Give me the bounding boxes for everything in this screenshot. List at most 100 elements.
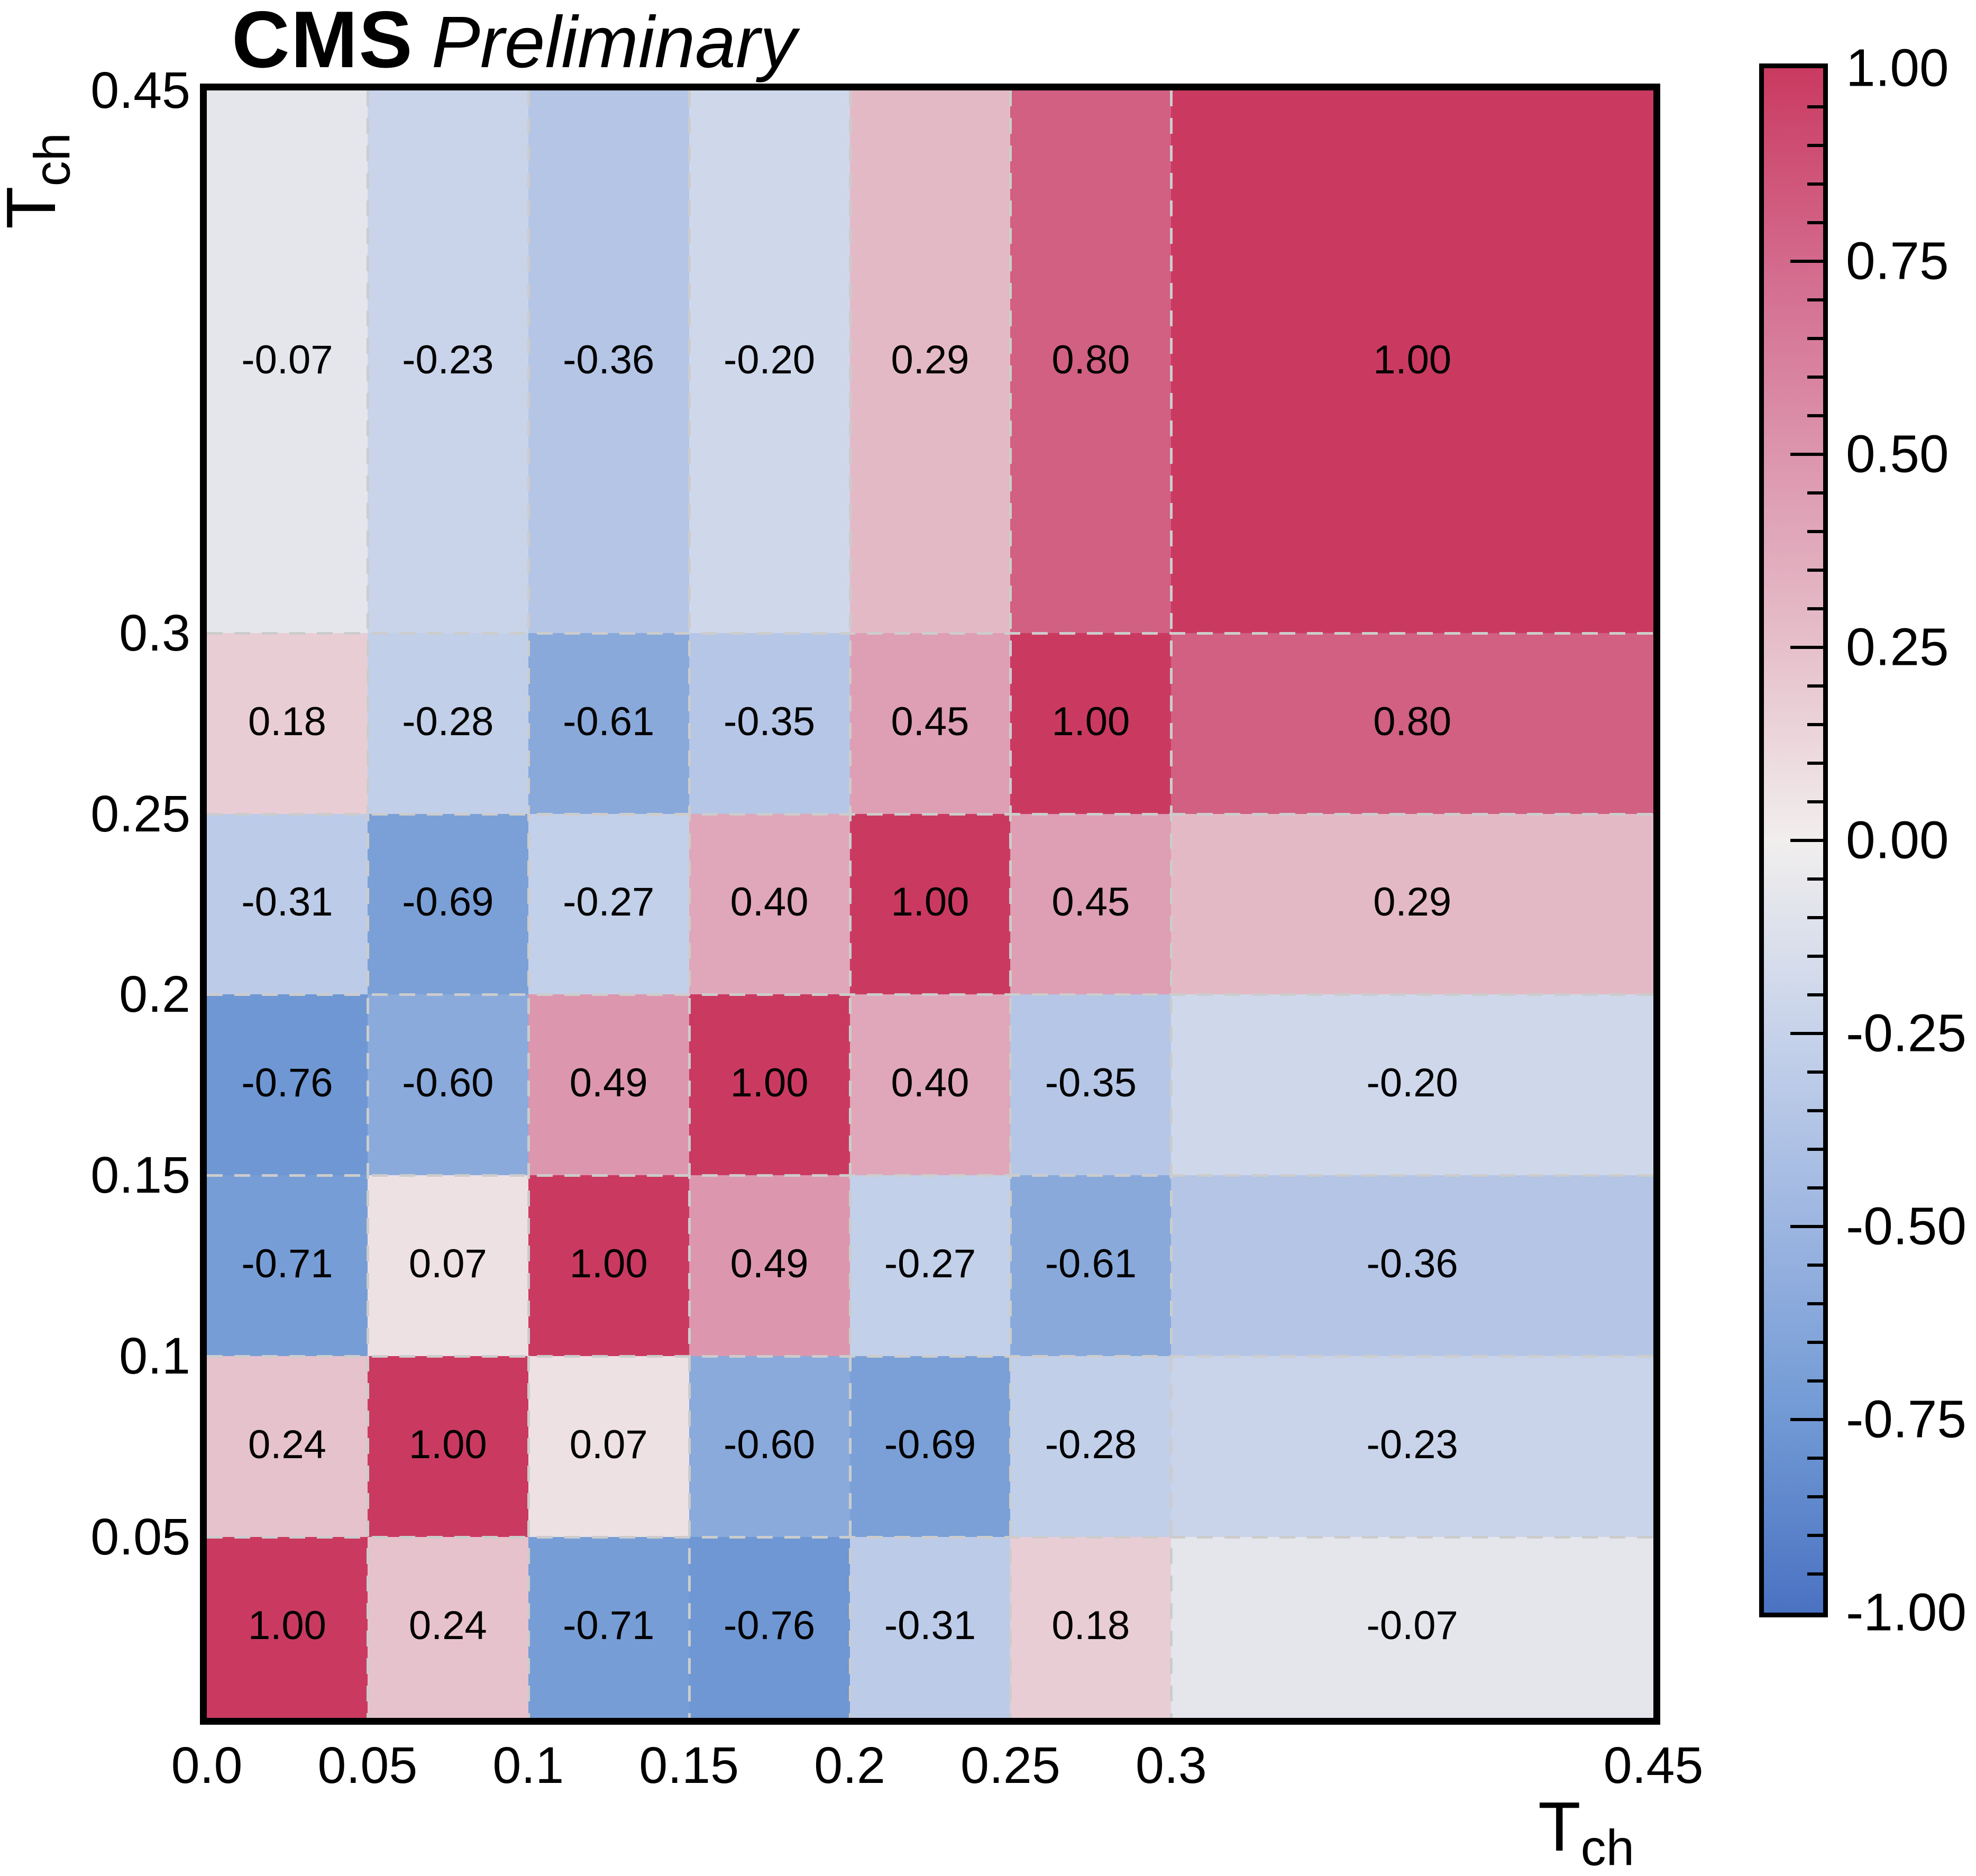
matrix-cell: 0.07 [528, 1356, 689, 1538]
cell-value: 0.24 [408, 1603, 487, 1649]
colorbar-tick-label: -0.25 [1846, 1003, 1966, 1063]
colorbar-tick-label: -1.00 [1846, 1582, 1966, 1642]
matrix-cell: -0.69 [367, 813, 528, 995]
cell-value: 0.80 [1051, 337, 1130, 382]
matrix-cell: 0.40 [849, 994, 1011, 1176]
cell-value: -0.36 [563, 337, 655, 382]
matrix-cell: -0.31 [207, 813, 368, 995]
colorbar-minor-tick [1807, 1457, 1823, 1460]
matrix-cell: 0.49 [689, 1175, 850, 1357]
x-tick-label: 0.25 [960, 1736, 1060, 1794]
cell-value: 1.00 [1051, 699, 1130, 744]
colorbar-tick-label: 1.00 [1846, 38, 1949, 98]
matrix-cell: 0.24 [207, 1356, 368, 1538]
matrix-cell: 0.29 [1171, 813, 1653, 995]
matrix-cell: 1.00 [1171, 90, 1653, 633]
y-axis-title: Tch [0, 60, 81, 229]
grid-line-horizontal [207, 993, 1653, 996]
x-tick-label: 0.15 [639, 1736, 739, 1794]
cell-value: -0.71 [241, 1241, 333, 1287]
experiment-label: CMS [232, 0, 414, 85]
colorbar-minor-tick [1807, 993, 1823, 996]
matrix-cell: -0.35 [689, 633, 850, 814]
matrix-cell: 0.18 [1010, 1537, 1172, 1718]
colorbar [1759, 63, 1828, 1617]
colorbar-minor-tick [1807, 1341, 1823, 1344]
matrix-cell: -0.27 [528, 813, 689, 995]
colorbar-major-tick [1790, 1225, 1823, 1228]
colorbar-minor-tick [1807, 298, 1823, 301]
x-axis-title: Tch [1538, 1787, 1634, 1873]
cell-value: -0.76 [723, 1603, 816, 1649]
matrix-cell: 0.49 [528, 994, 689, 1176]
grid-line-horizontal [207, 1174, 1653, 1177]
y-axis-title-sub: ch [24, 132, 81, 187]
matrix-cell: 1.00 [849, 813, 1011, 995]
cell-value: -0.61 [1045, 1241, 1137, 1287]
x-axis-title-main: T [1538, 1788, 1581, 1865]
colorbar-minor-tick [1807, 1070, 1823, 1074]
cell-value: 0.07 [569, 1422, 648, 1468]
grid-line-horizontal [207, 632, 1653, 635]
colorbar-major-tick [1790, 1418, 1823, 1421]
cell-value: 0.80 [1373, 699, 1452, 744]
colorbar-minor-tick [1807, 105, 1823, 108]
colorbar-minor-tick [1807, 1495, 1823, 1498]
matrix-cell: -0.20 [1171, 994, 1653, 1176]
matrix-cell: 1.00 [207, 1537, 368, 1718]
cell-value: 1.00 [1373, 337, 1452, 382]
colorbar-minor-tick [1807, 1302, 1823, 1305]
grid-line-vertical [527, 90, 530, 1718]
matrix-cell: -0.69 [849, 1356, 1011, 1538]
y-tick-label: 0.05 [90, 1508, 190, 1566]
colorbar-major-tick [1790, 839, 1823, 842]
colorbar-minor-tick [1807, 376, 1823, 379]
matrix-cell: -0.23 [1171, 1356, 1653, 1538]
cell-value: 1.00 [891, 880, 969, 925]
cell-value: 1.00 [408, 1422, 487, 1468]
colorbar-minor-tick [1807, 1572, 1823, 1576]
cell-value: 0.18 [1051, 1603, 1130, 1649]
colorbar-minor-tick [1807, 1379, 1823, 1383]
matrix-cell: -0.61 [528, 633, 689, 814]
cell-value: -0.35 [1045, 1060, 1137, 1106]
cell-value: 0.18 [248, 699, 326, 744]
cell-value: -0.31 [241, 880, 333, 925]
cell-value: -0.35 [723, 699, 816, 744]
colorbar-minor-tick [1807, 221, 1823, 224]
grid-line-vertical [688, 90, 691, 1718]
matrix-cell: -0.76 [689, 1537, 850, 1718]
matrix-cell: -0.36 [1171, 1175, 1653, 1357]
colorbar-major-tick [1790, 1032, 1823, 1035]
matrix-cell: 0.18 [207, 633, 368, 814]
colorbar-minor-tick [1807, 414, 1823, 417]
colorbar-minor-tick [1807, 955, 1823, 958]
heatmap-plot-area: 1.00 0.24 -0.71 -0.76 -0.31 0.18 -0.07 0.24 1.00… [200, 84, 1660, 1725]
cell-value: -0.60 [402, 1060, 494, 1106]
colorbar-minor-tick [1807, 877, 1823, 881]
matrix-cell: 0.24 [367, 1537, 528, 1718]
matrix-cell: -0.07 [1171, 1537, 1653, 1718]
matrix-cell: -0.07 [207, 90, 368, 633]
cell-value: 0.45 [1051, 880, 1130, 925]
matrix-cell: -0.28 [367, 633, 528, 814]
colorbar-minor-tick [1807, 607, 1823, 610]
cell-value: 0.24 [248, 1422, 326, 1468]
matrix-cell: -0.71 [207, 1175, 368, 1357]
colorbar-minor-tick [1807, 337, 1823, 340]
colorbar-minor-tick [1807, 762, 1823, 765]
colorbar-major-tick [1790, 646, 1823, 649]
x-tick-label: 0.05 [317, 1736, 418, 1794]
matrix-cell: -0.31 [849, 1537, 1011, 1718]
preliminary-label: Preliminary [431, 2, 797, 83]
matrix-cell: 1.00 [367, 1356, 528, 1538]
matrix-cell: -0.23 [367, 90, 528, 633]
cell-value: 0.49 [569, 1060, 648, 1106]
colorbar-minor-tick [1807, 530, 1823, 533]
x-tick-label: 0.2 [814, 1736, 885, 1794]
matrix-cell: 0.80 [1171, 633, 1653, 814]
grid-line-vertical [1170, 90, 1173, 1718]
colorbar-tick-label: 0.00 [1846, 810, 1949, 870]
cell-value: 0.29 [891, 337, 969, 382]
